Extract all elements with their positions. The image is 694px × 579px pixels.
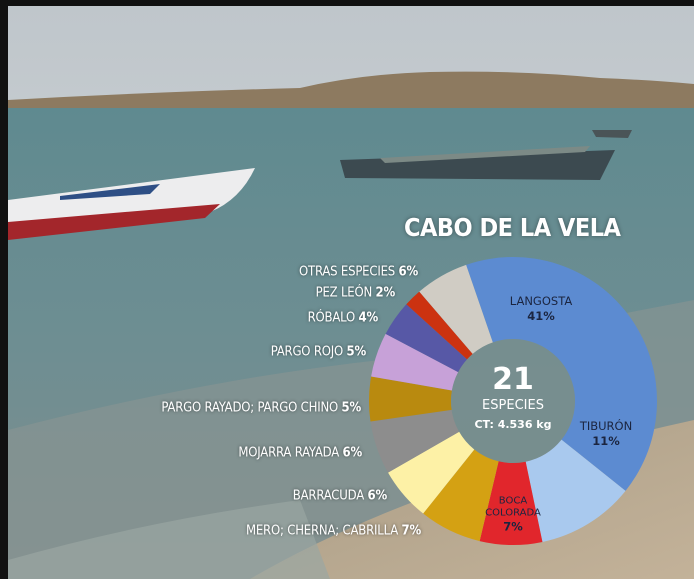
- category-label: OTRAS ESPECIES: [299, 265, 395, 280]
- value-label: 6%: [368, 489, 387, 504]
- center-number: 21: [492, 362, 534, 397]
- slice-label: PARGO ROJO 5%: [271, 345, 366, 360]
- center-subtext: CT: 4.536 kg: [474, 418, 551, 431]
- category-label: PEZ LEÓN: [316, 286, 372, 301]
- value-label: 5%: [342, 401, 361, 416]
- slice-label: MOJARRA RAYADA 6%: [238, 446, 362, 461]
- category-label: BARRACUDA: [293, 489, 364, 504]
- slice-label: BARRACUDA 6%: [293, 489, 387, 504]
- value-label: 2%: [376, 286, 395, 301]
- slice-label: MERO; CHERNA; CABRILLA 7%: [246, 524, 421, 539]
- slice-label: OTRAS ESPECIES 6%: [299, 265, 418, 280]
- category-label: PARGO RAYADO; PARGO CHINO: [161, 401, 338, 416]
- chart-title: CABO DE LA VELA: [404, 213, 620, 242]
- category-label: TIBURÓN: [561, 419, 651, 434]
- slice-label: PEZ LEÓN 2%: [316, 286, 395, 301]
- slice-label: PARGO RAYADO; PARGO CHINO 5%: [161, 401, 361, 416]
- value-label: 5%: [347, 345, 366, 360]
- category-label: BOCA COLORADA: [485, 496, 541, 520]
- slice-label: RÓBALO 4%: [308, 311, 378, 326]
- value-label: 41%: [496, 309, 586, 324]
- category-label: MOJARRA RAYADA: [238, 446, 339, 461]
- category-label: MERO; CHERNA; CABRILLA: [246, 524, 398, 539]
- category-label: RÓBALO: [308, 311, 355, 326]
- value-label: 6%: [399, 265, 418, 280]
- value-label: 6%: [343, 446, 362, 461]
- category-label: LANGOSTA: [496, 294, 586, 309]
- value-label: 11%: [561, 434, 651, 449]
- value-label: 4%: [359, 311, 378, 326]
- center-text: ESPECIES: [482, 398, 544, 413]
- value-label: 7%: [402, 524, 421, 539]
- category-label: PARGO ROJO: [271, 345, 343, 360]
- infographic: CABO DE LA VELA LANGOSTA41% TIBURÓN11% BOC…: [0, 0, 694, 579]
- value-label: 7%: [485, 520, 541, 535]
